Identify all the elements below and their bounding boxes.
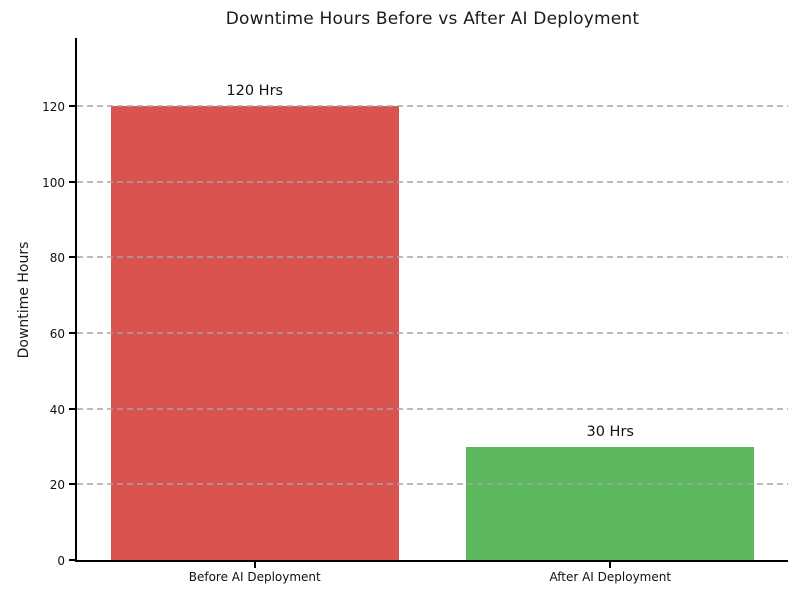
y-tick-mark-60 (69, 332, 75, 335)
plot-area: 120 Hrs Before AI Deployment 30 Hrs After A… (42, 38, 788, 584)
chart-title: Downtime Hours Before vs After AI Deploy… (225, 9, 640, 29)
bar-value-label-1: 30 Hrs (586, 423, 634, 440)
bar-1 (466, 446, 755, 560)
x-tick-mark-1 (609, 562, 612, 568)
x-tick-mark-0 (253, 562, 256, 568)
y-tick-mark-80 (69, 256, 75, 259)
y-tick-mark-100 (69, 180, 75, 183)
y-tick-label-20: 20 (49, 478, 65, 493)
y-tick-mark-0 (69, 559, 75, 561)
y-tick-label-80: 80 (49, 251, 65, 266)
y-tick-label-100: 100 (42, 175, 65, 190)
y-axis-spine (75, 38, 77, 560)
gridline-y-120 (77, 105, 788, 108)
gridline-y-60 (77, 332, 788, 335)
x-tick-label-0: Before AI Deployment (188, 570, 321, 584)
y-tick-label-40: 40 (49, 402, 65, 417)
y-tick-label-0: 0 (57, 554, 65, 568)
gridline-y-100 (77, 180, 788, 183)
y-tick-mark-120 (69, 105, 75, 108)
x-tick-label-1: After AI Deployment (549, 570, 672, 584)
y-tick-mark-20 (69, 483, 75, 486)
y-tick-label-120: 120 (42, 100, 65, 115)
gridline-y-20 (77, 483, 788, 486)
y-tick-label-60: 60 (49, 327, 65, 342)
gridline-y-80 (77, 256, 788, 259)
bar-value-label-0: 120 Hrs (226, 83, 284, 100)
gridline-y-40 (77, 407, 788, 410)
x-axis-spine (75, 560, 788, 562)
y-tick-mark-40 (69, 407, 75, 410)
